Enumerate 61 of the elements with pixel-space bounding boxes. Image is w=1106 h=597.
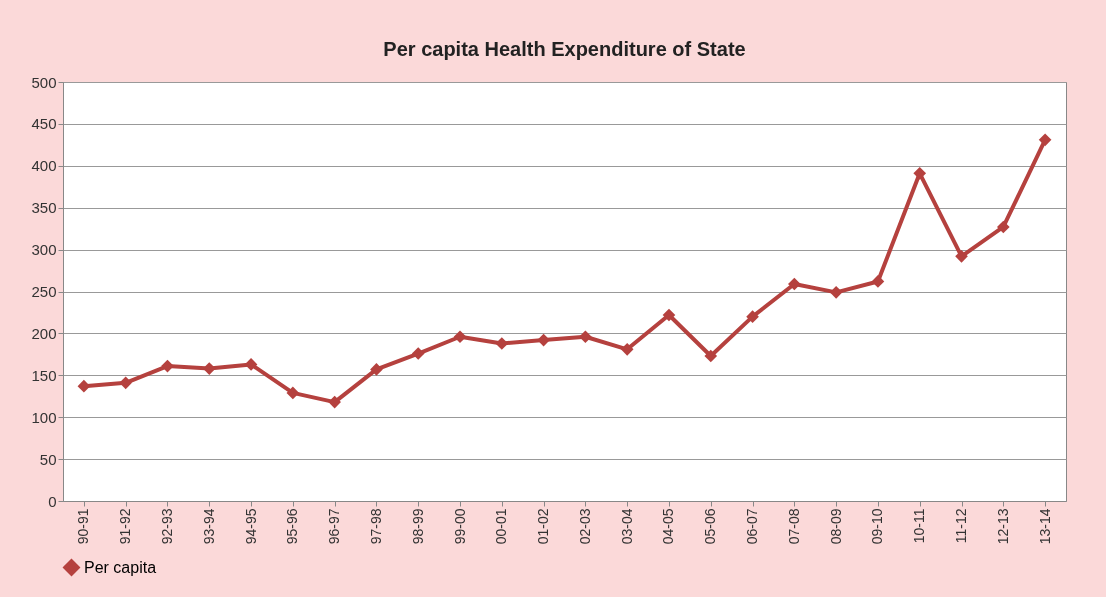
- point: [620, 343, 634, 356]
- x-tick-label: 90-91: [75, 508, 92, 545]
- x-tick-label: 13-14: [1036, 508, 1053, 545]
- point: [286, 386, 300, 400]
- x-tick-label: 91-92: [117, 508, 134, 545]
- point: [244, 358, 258, 371]
- point: [77, 379, 91, 393]
- x-tick-label: 93-94: [200, 508, 217, 545]
- x-tick-label: 03-04: [618, 508, 635, 545]
- point: [871, 275, 885, 288]
- point: [829, 286, 843, 299]
- point: [579, 330, 592, 344]
- x-tick-label: 08-09: [827, 508, 844, 545]
- x-tick-label: 99-00: [451, 508, 468, 545]
- x-tick-label: 00-01: [493, 508, 510, 545]
- y-tick-label: 350: [31, 199, 57, 217]
- x-tick-label: 10-11: [911, 508, 928, 544]
- x-tick-label: 98-99: [409, 508, 426, 545]
- point: [161, 359, 174, 373]
- y-tick-label: 300: [31, 241, 57, 259]
- x-tick-label: 09-10: [869, 508, 886, 545]
- x-tick-label: 97-98: [367, 508, 384, 545]
- point: [746, 310, 759, 323]
- point: [370, 363, 383, 376]
- point: [662, 308, 676, 322]
- chart-title: Per capita Health Expenditure of State: [383, 38, 746, 60]
- y-tick-label: 150: [31, 366, 57, 384]
- y-tick-label: 400: [31, 157, 57, 175]
- x-tick-label: 02-03: [576, 508, 593, 545]
- x-tick-label: 92-93: [158, 508, 175, 545]
- legend-label: Per capita: [84, 558, 157, 576]
- point: [202, 362, 216, 375]
- x-tick-label: 96-97: [326, 508, 343, 545]
- y-tick-label: 200: [31, 324, 57, 342]
- x-tick-label: 01-02: [535, 508, 552, 545]
- y-tick-label: 0: [48, 492, 57, 510]
- y-tick-label: 50: [39, 450, 57, 468]
- y-tick-label: 250: [31, 283, 57, 300]
- x-tick-label: 05-06: [702, 508, 719, 545]
- x-tick-label: 07-08: [785, 508, 802, 545]
- x-tick-label: 94-95: [242, 508, 259, 545]
- point: [913, 167, 927, 180]
- x-tick-label: 12-13: [994, 508, 1011, 545]
- point: [119, 376, 133, 390]
- point: [704, 349, 718, 363]
- point: [537, 333, 550, 347]
- point: [1038, 133, 1052, 147]
- x-tick-label: 95-96: [284, 508, 301, 545]
- point: [328, 395, 341, 409]
- point: [788, 277, 801, 291]
- y-tick-label: 450: [31, 115, 57, 133]
- point: [955, 249, 968, 263]
- point: [411, 347, 425, 360]
- x-tick-label: 06-07: [744, 508, 761, 545]
- point: [495, 337, 509, 350]
- y-tick-label: 100: [31, 408, 57, 426]
- x-tick-label: 11-12: [953, 508, 970, 544]
- point: [453, 330, 467, 344]
- y-tick-label: 500: [31, 73, 57, 91]
- x-tick-label: 04-05: [660, 508, 677, 545]
- point: [996, 220, 1010, 234]
